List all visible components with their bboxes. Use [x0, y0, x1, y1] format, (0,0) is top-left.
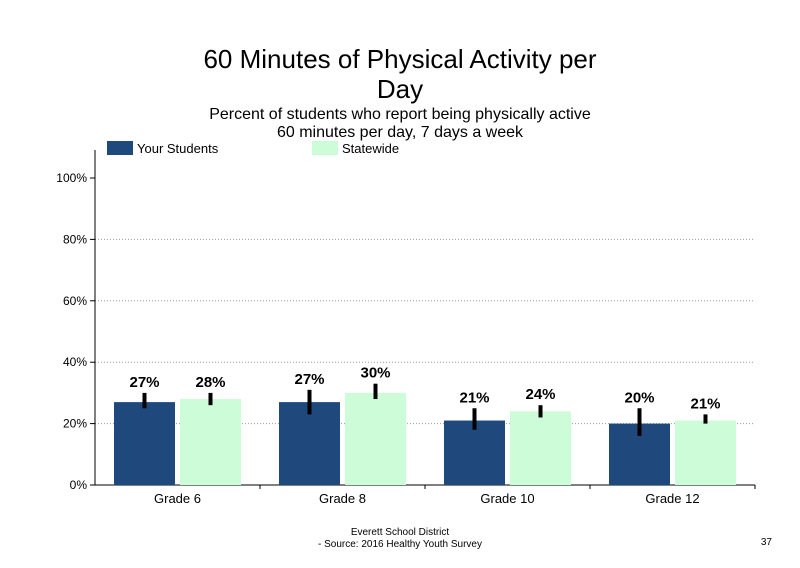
data-label: 24% [525, 386, 555, 403]
y-tick-label: 80% [63, 232, 87, 246]
footer-district: Everett School District [350, 527, 450, 538]
bar-statewide [345, 392, 406, 485]
y-tick-label: 20% [63, 417, 87, 431]
data-label: 21% [690, 395, 720, 412]
data-label: 27% [294, 371, 324, 388]
legend-label: Statewide [342, 141, 399, 156]
bar-your-students [279, 402, 340, 485]
legend-label: Your Students [137, 141, 219, 156]
bar-statewide [675, 420, 736, 485]
chart-title: 60 Minutes of Physical Activity per Day [0, 44, 800, 104]
bar-your-students [444, 420, 505, 485]
data-label: 20% [624, 389, 654, 406]
chart-subtitle: Percent of students who report being phy… [0, 106, 800, 142]
x-tick-label: Grade 10 [480, 491, 534, 506]
bar-statewide [180, 399, 241, 485]
chart-title-line-2: Day [376, 74, 424, 104]
legend-swatch-your-students [107, 141, 133, 155]
y-tick-label: 100% [56, 171, 87, 185]
x-tick-label: Grade 8 [319, 491, 366, 506]
footer: Everett School District - Source: 2016 H… [0, 527, 800, 551]
data-label: 27% [129, 374, 159, 391]
bar-statewide [510, 411, 571, 485]
chart-subtitle-line-1: Percent of students who report being phy… [209, 106, 591, 123]
chart-title-line-1: 60 Minutes of Physical Activity per [203, 44, 597, 74]
page-number: 37 [760, 537, 772, 548]
x-tick-label: Grade 6 [154, 491, 201, 506]
footer-source: - Source: 2016 Healthy Youth Survey [318, 539, 482, 550]
chart-subtitle-line-2: 60 minutes per day, 7 days a week [276, 124, 524, 141]
y-tick-label: 0% [70, 478, 88, 492]
data-label: 28% [195, 374, 225, 391]
y-tick-label: 60% [63, 294, 87, 308]
y-tick-label: 40% [63, 355, 87, 369]
legend-swatch-statewide [312, 141, 338, 155]
x-tick-label: Grade 12 [645, 491, 699, 506]
bar-your-students [114, 402, 175, 485]
data-label: 30% [360, 365, 390, 382]
data-label: 21% [459, 389, 489, 406]
